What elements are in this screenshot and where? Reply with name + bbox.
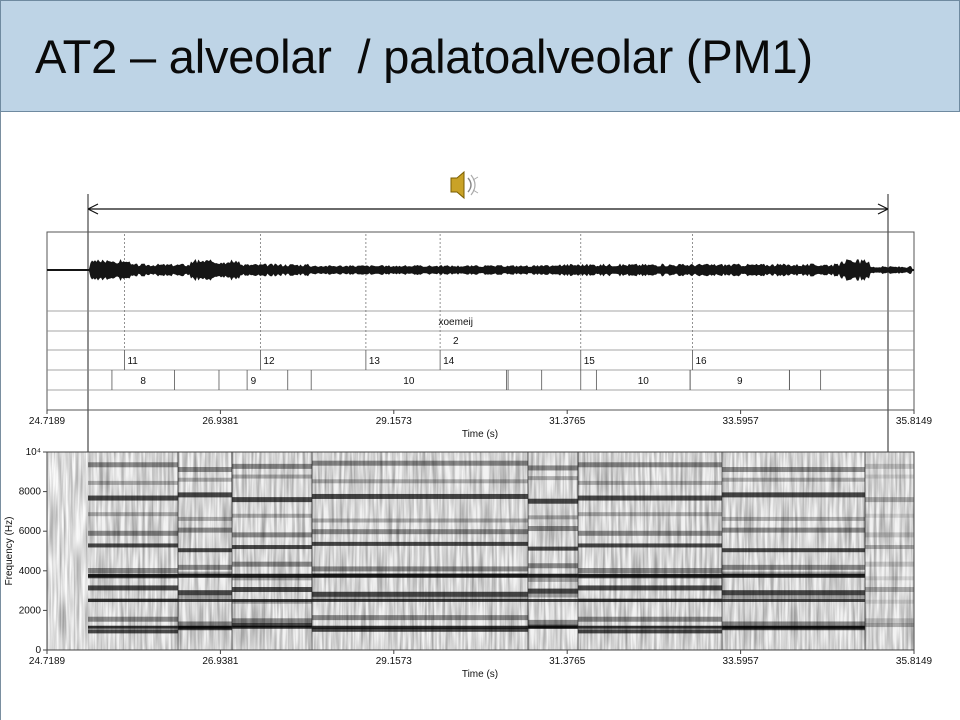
time-tick-label: 29.1573 (376, 416, 413, 427)
time-tick-label: 35.8149 (896, 416, 933, 427)
spectrogram-panel (46, 451, 915, 651)
slide-title: AT2 – alveolar / palatoalveolar (PM1) (35, 30, 813, 83)
point-label: 13 (369, 356, 381, 367)
time-axis-label: Time (s) (462, 429, 498, 440)
point-label: 11 (127, 356, 138, 367)
repetition-tier-label: 2 (453, 336, 459, 347)
time-tick-label: 29.1573 (376, 656, 413, 667)
time-tick-label: 24.7189 (29, 656, 66, 667)
speaker-sound-icon[interactable] (450, 170, 479, 200)
point-label: 12 (263, 356, 275, 367)
slide-left-border (0, 112, 1, 720)
interval-label: 10 (403, 376, 415, 387)
time-tick-label: 35.8149 (896, 656, 933, 667)
point-label: 14 (443, 356, 455, 367)
freq-tick-label: 0 (35, 645, 41, 656)
time-axis-label: Time (s) (462, 669, 498, 680)
spectrogram-axes: 0 2000 4000 6000 8000 10⁴ Frequency (Hz) 24.718… (4, 447, 933, 680)
interval-label: 10 (638, 376, 650, 387)
time-tick-label: 33.5957 (723, 416, 760, 427)
slide-title-bar: AT2 – alveolar / palatoalveolar (PM1) (0, 0, 960, 112)
freq-tick-label: 8000 (19, 487, 42, 498)
freq-tick-label: 6000 (19, 526, 42, 537)
freq-tick-label: 2000 (19, 605, 42, 616)
time-tick-label: 31.3765 (549, 416, 586, 427)
point-label: 16 (695, 356, 707, 367)
praat-figure: 11 12 13 14 15 16 8 9 10 10 9 xoemeij 2 24.7189 26.93… (4, 170, 933, 680)
freq-axis-label: Frequency (Hz) (4, 517, 15, 586)
time-tick-label: 26.9381 (202, 656, 239, 667)
interval-label: 9 (737, 376, 743, 387)
waveform-time-axis: 24.7189 26.9381 29.1573 31.3765 33.5957 35.81… (29, 410, 933, 440)
time-tick-label: 31.3765 (549, 656, 586, 667)
interval-label: 8 (140, 376, 146, 387)
interval-label: 9 (251, 376, 257, 387)
time-tick-label: 33.5957 (723, 656, 760, 667)
point-label: 15 (584, 356, 596, 367)
freq-tick-label: 4000 (19, 566, 42, 577)
word-tier-label: xoemeij (439, 317, 473, 328)
time-tick-label: 26.9381 (202, 416, 239, 427)
waveform-signal (47, 259, 914, 281)
waveform-panel (46, 231, 915, 411)
time-tick-label: 24.7189 (29, 416, 66, 427)
freq-tick-label: 10⁴ (26, 447, 41, 458)
